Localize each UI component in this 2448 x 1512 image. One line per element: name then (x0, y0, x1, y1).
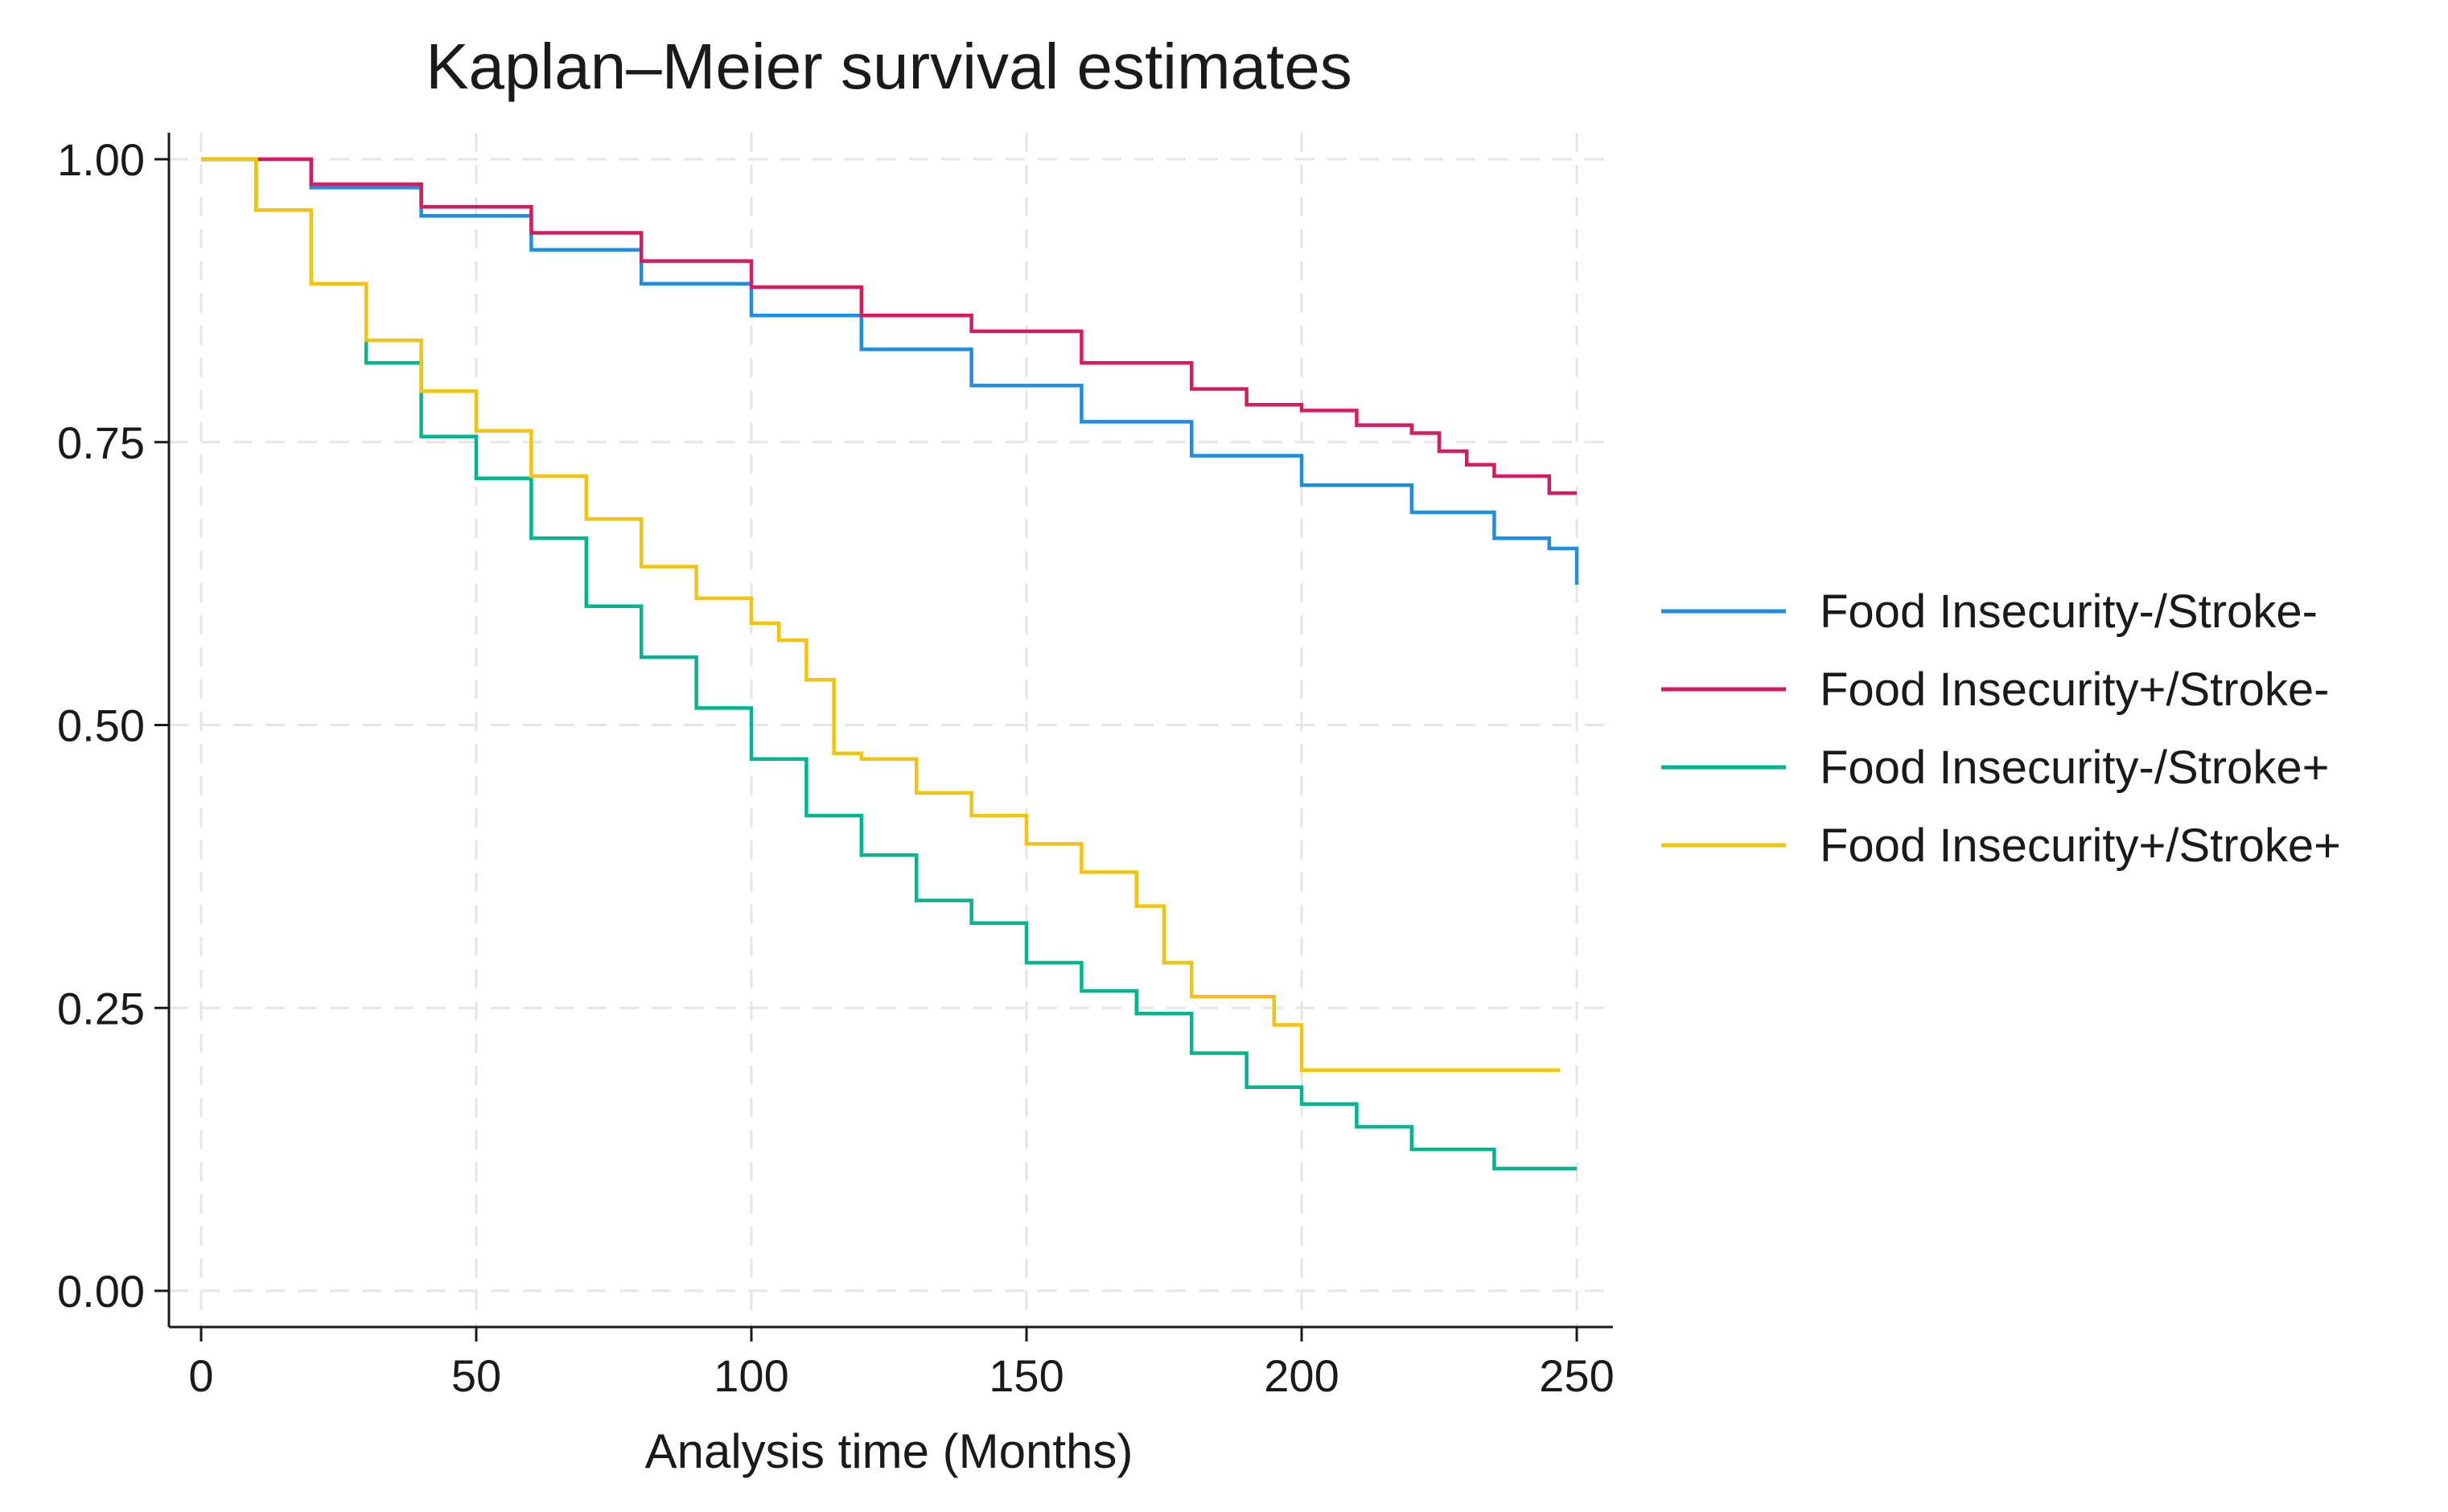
x-tick-label-5: 250 (1539, 1350, 1614, 1401)
x-tick-label-4: 200 (1264, 1350, 1339, 1401)
x-axis-label: Analysis time (Months) (645, 1424, 1133, 1478)
y-tick-label-2: 0.50 (57, 701, 145, 751)
series-line-0 (201, 157, 1579, 585)
grid-layer (169, 133, 1613, 1327)
series-line-3 (201, 157, 1561, 1072)
x-tick-label-1: 50 (451, 1350, 501, 1401)
series-line-2 (201, 157, 1577, 1171)
x-tick-label-3: 150 (989, 1350, 1064, 1401)
axes-layer: 0 50 100 150 200 250 0.00 0.25 0.50 0.75 1.00 (57, 133, 1615, 1401)
x-tick-label-0: 0 (188, 1350, 213, 1401)
y-tick-label-4: 1.00 (57, 134, 145, 185)
series-layer (201, 157, 1579, 1171)
legend-label-2: Food Insecurity-/Stroke+ (1820, 742, 2329, 794)
legend: Food Insecurity-/Stroke- Food Insecurity+… (1661, 585, 2341, 872)
legend-label-3: Food Insecurity+/Stroke+ (1820, 820, 2341, 872)
legend-label-0: Food Insecurity-/Stroke- (1820, 585, 2318, 638)
x-tick-label-2: 100 (714, 1350, 788, 1401)
chart-title: Kaplan–Meier survival estimates (426, 31, 1352, 102)
y-tick-label-1: 0.25 (57, 983, 145, 1033)
legend-label-1: Food Insecurity+/Stroke- (1820, 664, 2329, 716)
series-line-1 (201, 157, 1577, 495)
y-tick-label-0: 0.00 (57, 1266, 145, 1317)
y-tick-label-3: 0.75 (57, 417, 145, 468)
